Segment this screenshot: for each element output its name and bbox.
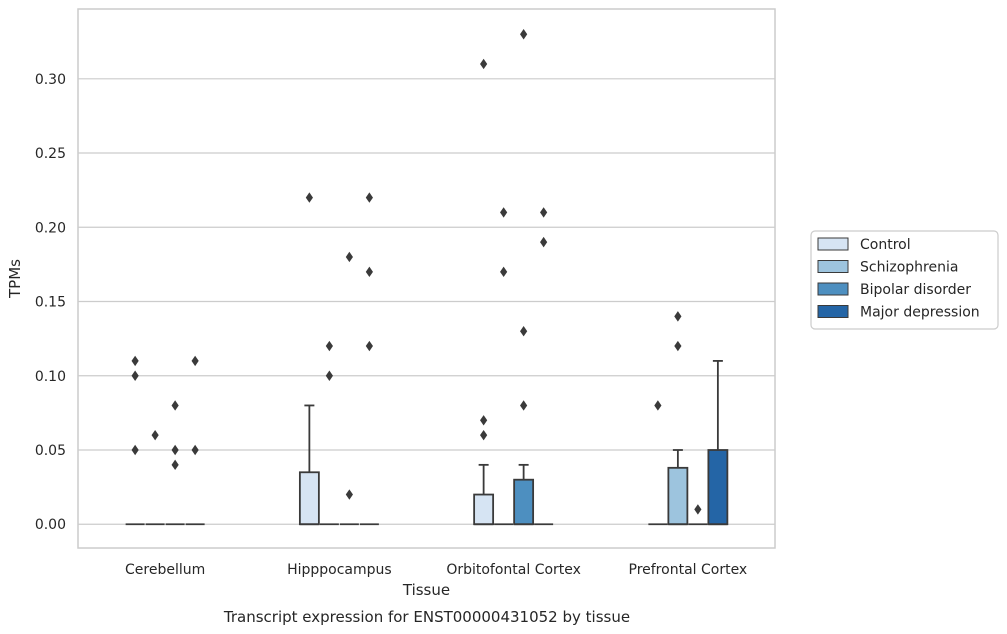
outlier-point <box>480 58 488 70</box>
outlier-point <box>365 192 373 203</box>
legend: Control Schizophrenia Bipolar disorder Majo… <box>810 230 999 330</box>
y-tick-label: 0.05 <box>35 443 66 459</box>
y-tick-label: 0.25 <box>35 146 66 162</box>
box <box>513 463 535 526</box>
outlier-point <box>345 489 353 500</box>
outlier-point <box>191 444 199 456</box>
outlier-point <box>694 504 702 515</box>
y-tick-label: 0.00 <box>35 517 66 533</box>
outlier-point <box>171 400 179 411</box>
y-tick-label: 0.20 <box>35 220 66 236</box>
y-axis-label: TPMs <box>6 259 24 299</box>
outlier-point <box>325 370 333 381</box>
outlier-point <box>520 326 528 337</box>
box <box>473 463 495 526</box>
box-body <box>513 478 535 526</box>
outlier-point <box>500 207 508 218</box>
outlier-point <box>305 192 313 203</box>
outlier-point <box>131 444 139 456</box>
outlier-point <box>674 340 682 352</box>
x-axis-label: Tissue <box>402 581 450 599</box>
outlier-point <box>151 429 159 441</box>
legend-label: Schizophrenia <box>860 260 958 276</box>
outlier-point <box>500 266 508 278</box>
outlier-point <box>365 340 373 352</box>
outlier-point <box>365 266 373 278</box>
plot-frame <box>77 8 776 549</box>
legend-label: Bipolar disorder <box>860 282 971 298</box>
x-tick-label: Hipppocampus <box>287 562 392 578</box>
box <box>298 404 320 526</box>
x-tick-label: Cerebellum <box>125 562 205 578</box>
legend-frame <box>810 230 999 330</box>
outlier-point <box>325 340 333 352</box>
gridlines <box>78 78 775 525</box>
box-body <box>298 471 320 526</box>
box-body <box>473 493 495 526</box>
x-tick-label: Orbitofontal Cortex <box>446 562 581 578</box>
x-tick-label: Prefrontal Cortex <box>629 562 748 578</box>
outlier-point <box>480 415 488 426</box>
y-tick-labels: 0.00 0.05 0.10 0.15 0.20 0.25 0.30 <box>35 72 66 533</box>
box <box>707 360 729 526</box>
box-plots <box>125 360 729 526</box>
outlier-point <box>191 355 199 367</box>
outlier-point <box>131 355 139 367</box>
y-tick-label: 0.30 <box>35 72 66 88</box>
outlier-point <box>654 400 662 411</box>
outlier-point <box>540 236 548 248</box>
x-tick-labels: Cerebellum Hipppocampus Orbitofontal Corte… <box>125 562 747 578</box>
outlier-point <box>171 459 179 471</box>
outlier-point <box>540 207 548 218</box>
box <box>667 449 689 526</box>
legend-swatch <box>817 260 849 273</box>
legend-swatch <box>817 282 849 296</box>
y-tick-label: 0.15 <box>35 295 66 311</box>
box-body <box>707 449 729 526</box>
outlier-point <box>480 429 488 441</box>
legend-label: Major depression <box>860 305 980 321</box>
y-tick-label: 0.10 <box>35 369 66 385</box>
outlier-point <box>171 444 179 456</box>
chart-caption: Transcript expression for ENST0000043105… <box>223 608 630 626</box>
legend-swatch <box>817 237 849 251</box>
outlier-point <box>520 400 528 411</box>
legend-label: Control <box>860 237 911 253</box>
outlier-point <box>674 311 682 322</box>
outlier-point <box>520 29 528 40</box>
legend-swatch <box>817 305 849 318</box>
outlier-point <box>131 370 139 381</box>
outlier-points <box>131 29 702 515</box>
box-body <box>667 466 689 526</box>
outlier-point <box>345 251 353 263</box>
